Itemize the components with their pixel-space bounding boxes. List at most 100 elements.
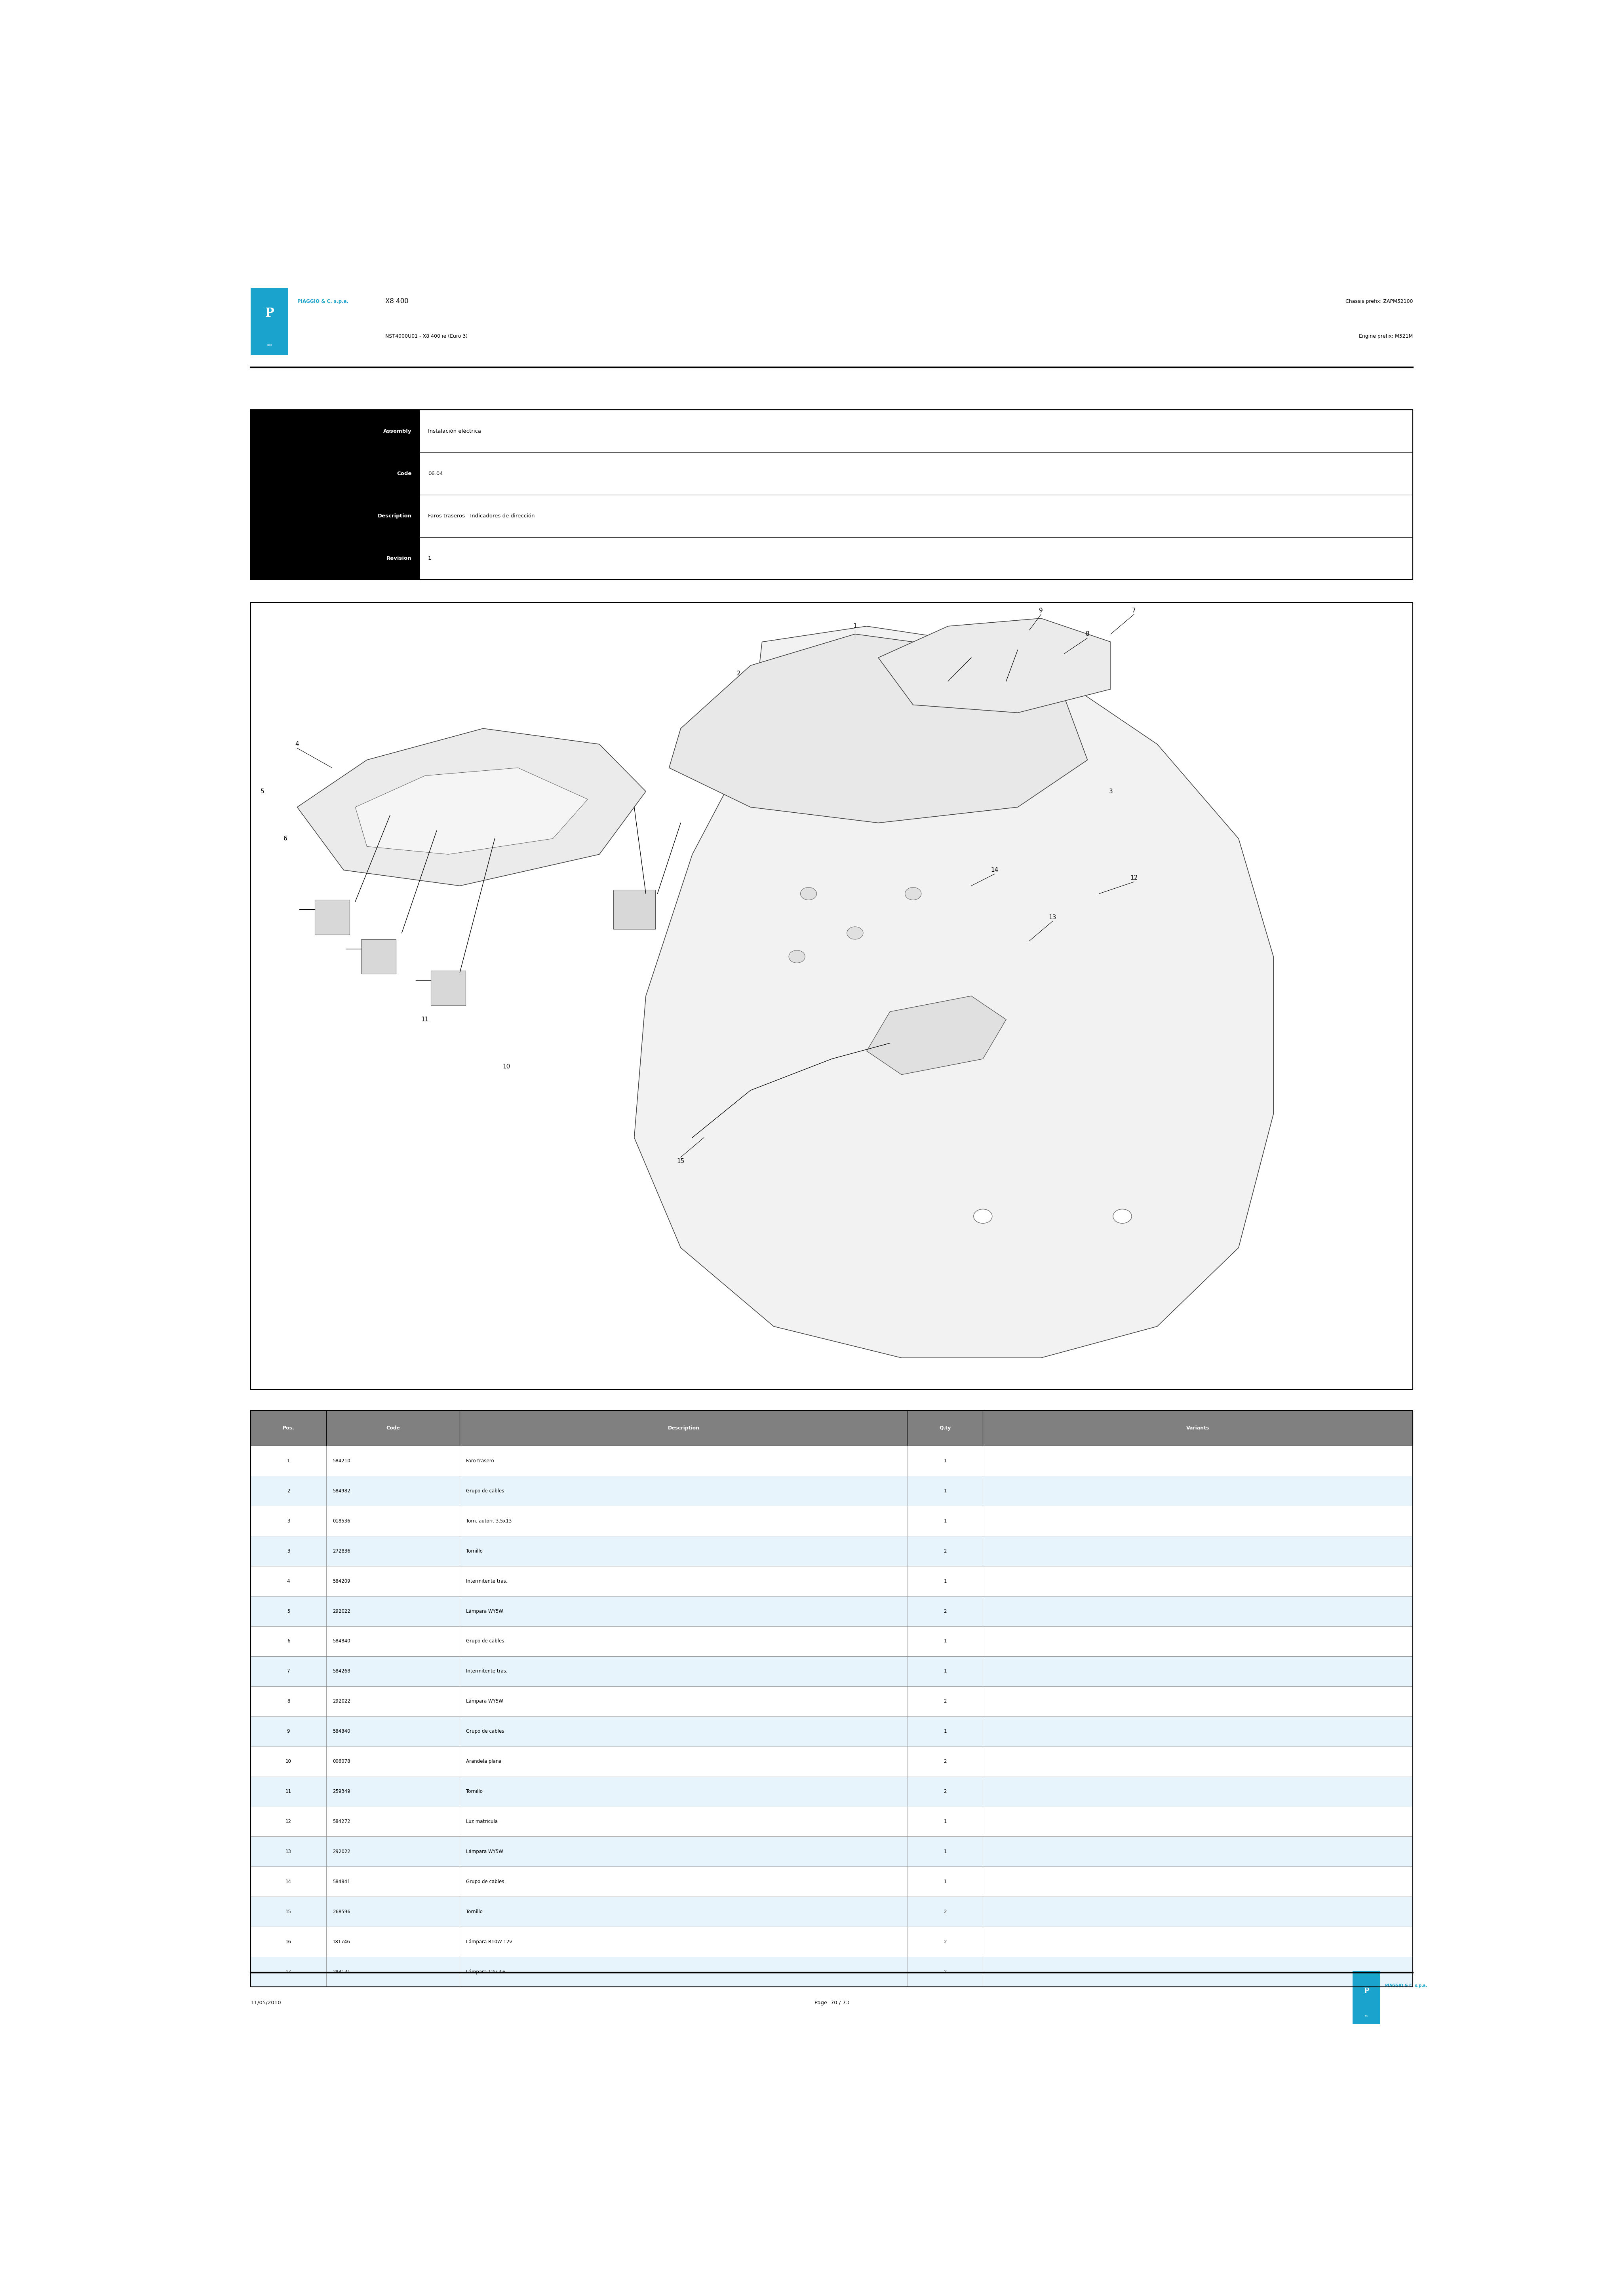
Text: 15: 15: [286, 1910, 292, 1915]
Text: 2: 2: [943, 1789, 946, 1793]
Polygon shape: [635, 627, 1274, 1357]
Bar: [907, 1446, 984, 1476]
Text: Faros traseros - Indicadores de dirección: Faros traseros - Indicadores de direcció…: [428, 514, 534, 519]
Text: Description: Description: [667, 1426, 700, 1430]
Bar: [250, 1747, 326, 1777]
Bar: [250, 1926, 326, 1956]
Bar: [984, 1807, 1414, 1837]
Text: 584268: 584268: [333, 1669, 351, 1674]
Text: 259349: 259349: [333, 1789, 351, 1793]
Polygon shape: [867, 996, 1006, 1075]
Bar: [326, 1626, 459, 1655]
Bar: [250, 602, 1414, 1389]
Bar: [326, 1747, 459, 1777]
Text: 1: 1: [943, 1639, 946, 1644]
Bar: [984, 1476, 1414, 1506]
Bar: [459, 1926, 907, 1956]
Ellipse shape: [789, 951, 805, 962]
Bar: [907, 1685, 984, 1717]
Ellipse shape: [974, 1210, 992, 1224]
Text: Faro trasero: Faro trasero: [466, 1458, 493, 1463]
Text: 14: 14: [990, 868, 998, 872]
Text: 2: 2: [943, 1609, 946, 1614]
Bar: [907, 1956, 984, 1986]
Bar: [419, 537, 1414, 579]
Bar: [907, 1777, 984, 1807]
Bar: [326, 1476, 459, 1506]
Text: PIAGGIO & C. s.p.a.: PIAGGIO & C. s.p.a.: [1384, 1984, 1427, 1988]
Bar: [250, 1807, 326, 1837]
Text: Luz matricula: Luz matricula: [466, 1818, 498, 1823]
Bar: [250, 1685, 326, 1717]
Text: 2: 2: [943, 1910, 946, 1915]
Text: 2: 2: [737, 670, 740, 677]
Text: NST4000U01 - X8 400 ie (Euro 3): NST4000U01 - X8 400 ie (Euro 3): [385, 333, 467, 340]
Bar: [984, 1655, 1414, 1685]
Text: 12: 12: [286, 1818, 292, 1823]
Bar: [459, 1596, 907, 1626]
Text: Intermitente tras.: Intermitente tras.: [466, 1580, 508, 1584]
Text: 006078: 006078: [333, 1759, 351, 1763]
Ellipse shape: [906, 886, 922, 900]
Bar: [326, 1566, 459, 1596]
Bar: [984, 1536, 1414, 1566]
Text: 1: 1: [428, 556, 432, 560]
Bar: [907, 1410, 984, 1446]
Bar: [250, 1536, 326, 1566]
Bar: [907, 1837, 984, 1867]
Bar: [250, 1410, 326, 1446]
Bar: [907, 1566, 984, 1596]
Bar: [459, 1896, 907, 1926]
Bar: [250, 1626, 326, 1655]
Bar: [984, 1956, 1414, 1986]
Text: 1: 1: [943, 1729, 946, 1733]
Text: 018536: 018536: [333, 1518, 351, 1525]
Bar: [984, 1926, 1414, 1956]
Bar: [326, 1896, 459, 1926]
Text: 584840: 584840: [333, 1729, 351, 1733]
Text: P: P: [265, 308, 274, 319]
Bar: [459, 1476, 907, 1506]
Bar: [360, 939, 396, 974]
Bar: [613, 891, 656, 930]
Text: 1: 1: [943, 1818, 946, 1823]
Bar: [250, 1777, 326, 1807]
Bar: [326, 1717, 459, 1747]
Text: 1: 1: [943, 1848, 946, 1855]
Bar: [907, 1717, 984, 1747]
Bar: [459, 1867, 907, 1896]
Bar: [326, 1655, 459, 1685]
Text: Tornillo: Tornillo: [466, 1789, 482, 1793]
Bar: [250, 1506, 326, 1536]
Bar: [907, 1896, 984, 1926]
Bar: [250, 1867, 326, 1896]
Text: X8 400: X8 400: [385, 298, 409, 305]
Bar: [984, 1747, 1414, 1777]
Text: 272836: 272836: [333, 1548, 351, 1554]
Bar: [459, 1446, 907, 1476]
Text: 400: 400: [266, 344, 273, 347]
Bar: [250, 1410, 1414, 1986]
Bar: [459, 1566, 907, 1596]
Text: Engine prefix: M521M: Engine prefix: M521M: [1358, 333, 1414, 340]
Text: 2: 2: [943, 1548, 946, 1554]
Text: Tornillo: Tornillo: [466, 1910, 482, 1915]
Text: 2: 2: [287, 1488, 291, 1492]
Bar: [984, 1626, 1414, 1655]
Bar: [326, 1837, 459, 1867]
Bar: [459, 1626, 907, 1655]
Bar: [250, 1896, 326, 1926]
Bar: [984, 1896, 1414, 1926]
Bar: [984, 1446, 1414, 1476]
Bar: [419, 411, 1414, 452]
Bar: [326, 1685, 459, 1717]
Bar: [250, 411, 1414, 579]
Bar: [250, 1655, 326, 1685]
Text: 1: 1: [943, 1518, 946, 1525]
Text: Lámpara 12v-3w: Lámpara 12v-3w: [466, 1970, 505, 1975]
Bar: [459, 1506, 907, 1536]
Text: Chassis prefix: ZAPM52100: Chassis prefix: ZAPM52100: [1345, 298, 1414, 303]
Text: 6: 6: [284, 836, 287, 843]
Bar: [459, 1410, 907, 1446]
Bar: [250, 452, 419, 494]
